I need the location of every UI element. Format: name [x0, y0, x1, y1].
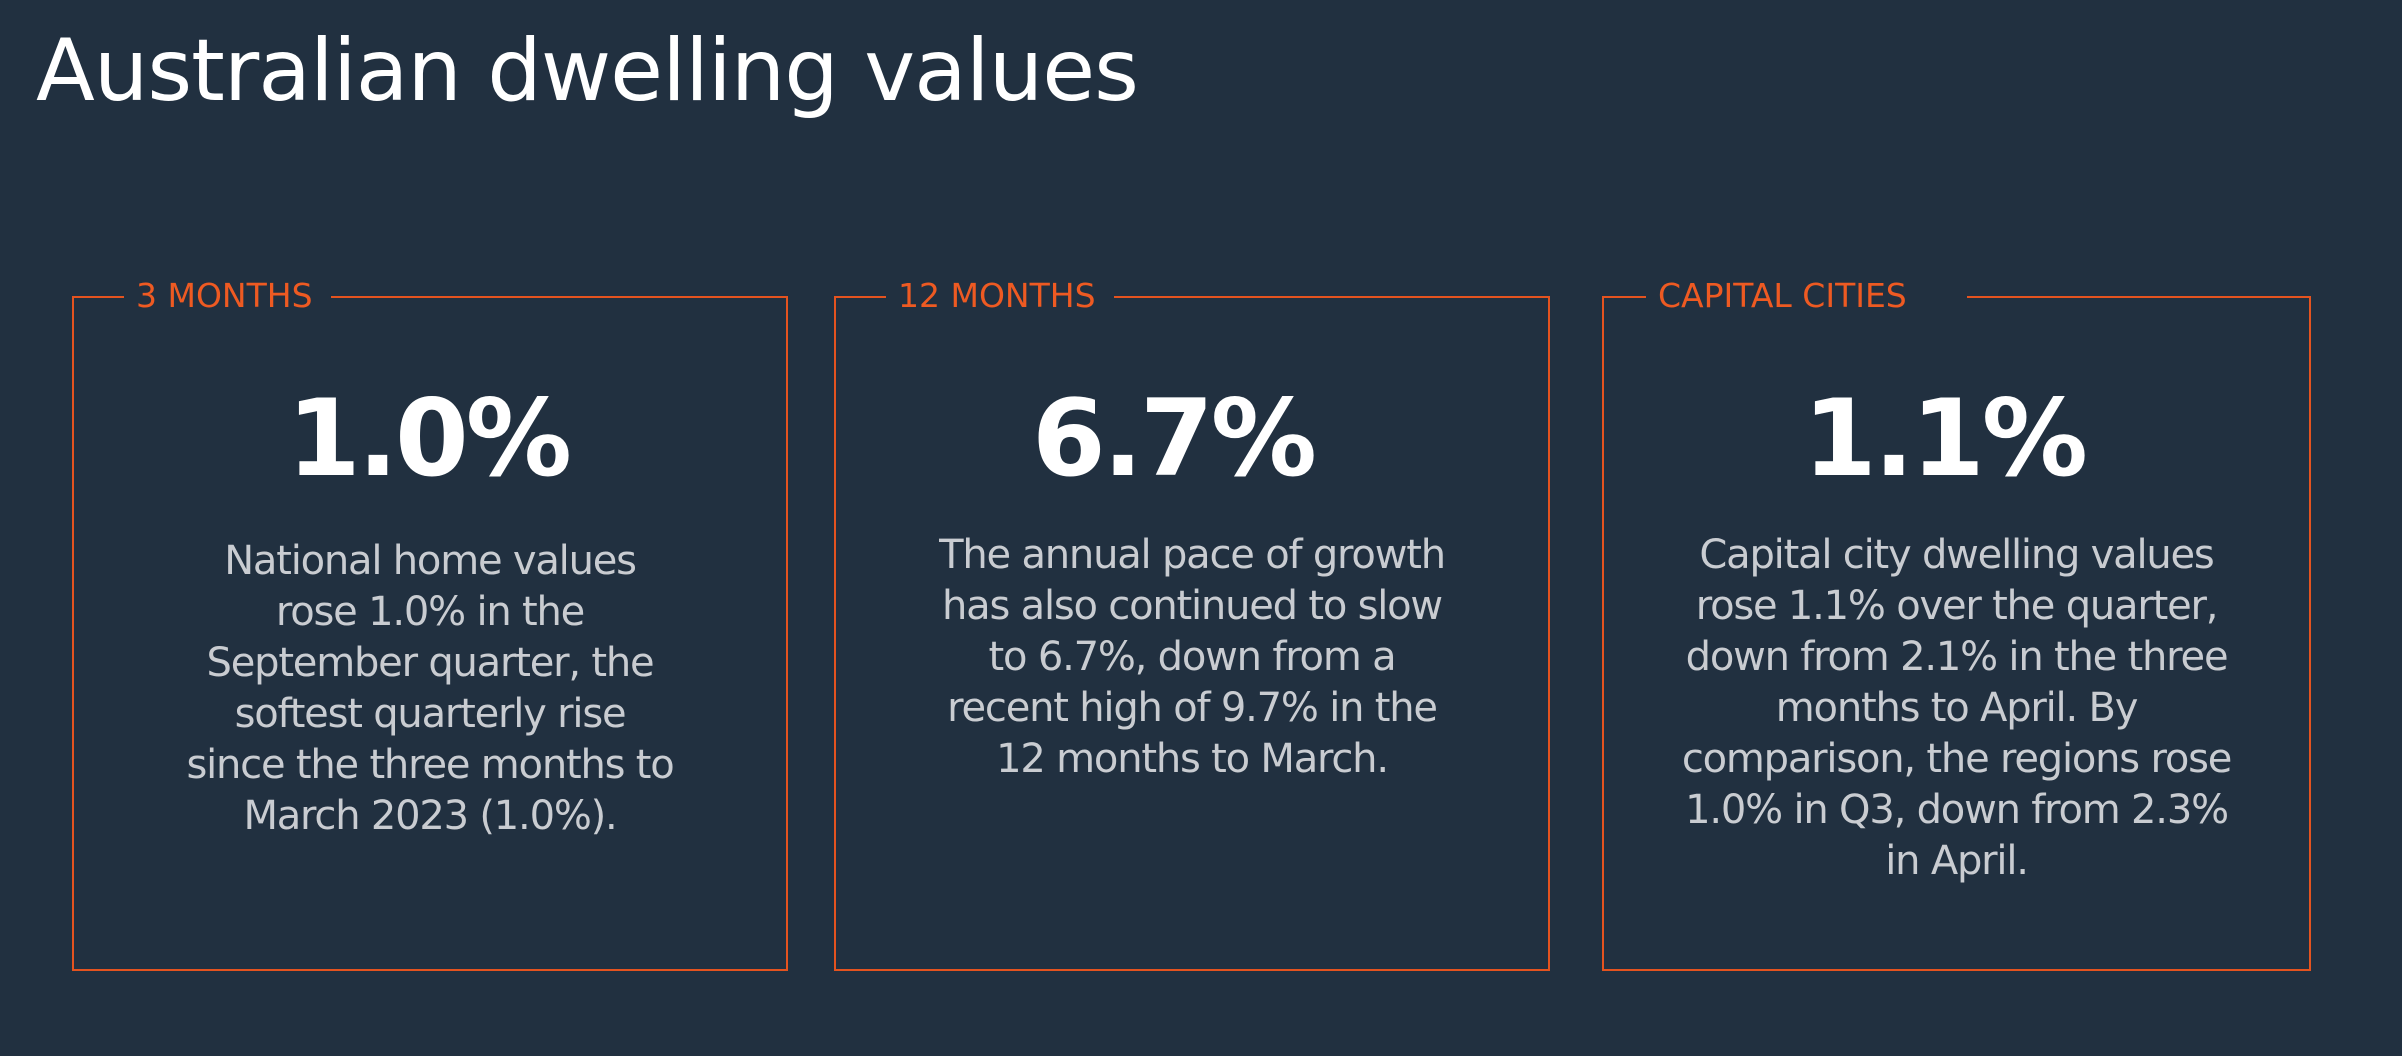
card-label: 12 MONTHS	[886, 276, 1114, 316]
page-title: Australian dwelling values	[36, 21, 1139, 121]
card-description: Capital city dwelling values rose 1.1% o…	[1681, 532, 2232, 884]
card-description: The annual pace of growth has also conti…	[939, 532, 1446, 782]
card-value: 6.7%	[1032, 377, 1317, 500]
card-label: 3 MONTHS	[124, 276, 331, 316]
card-12-months: 12 MONTHS 6.7% The annual pace of growth…	[834, 276, 1550, 971]
card-label: CAPITAL CITIES	[1646, 276, 1967, 316]
card-3-months: 3 MONTHS 1.0% National home values rose …	[72, 276, 788, 971]
card-description: National home values rose 1.0% in the Se…	[186, 538, 674, 839]
card-value: 1.1%	[1803, 377, 2088, 500]
card-capital-cities: CAPITAL CITIES 1.1% Capital city dwellin…	[1602, 276, 2311, 971]
card-value: 1.0%	[287, 377, 572, 500]
